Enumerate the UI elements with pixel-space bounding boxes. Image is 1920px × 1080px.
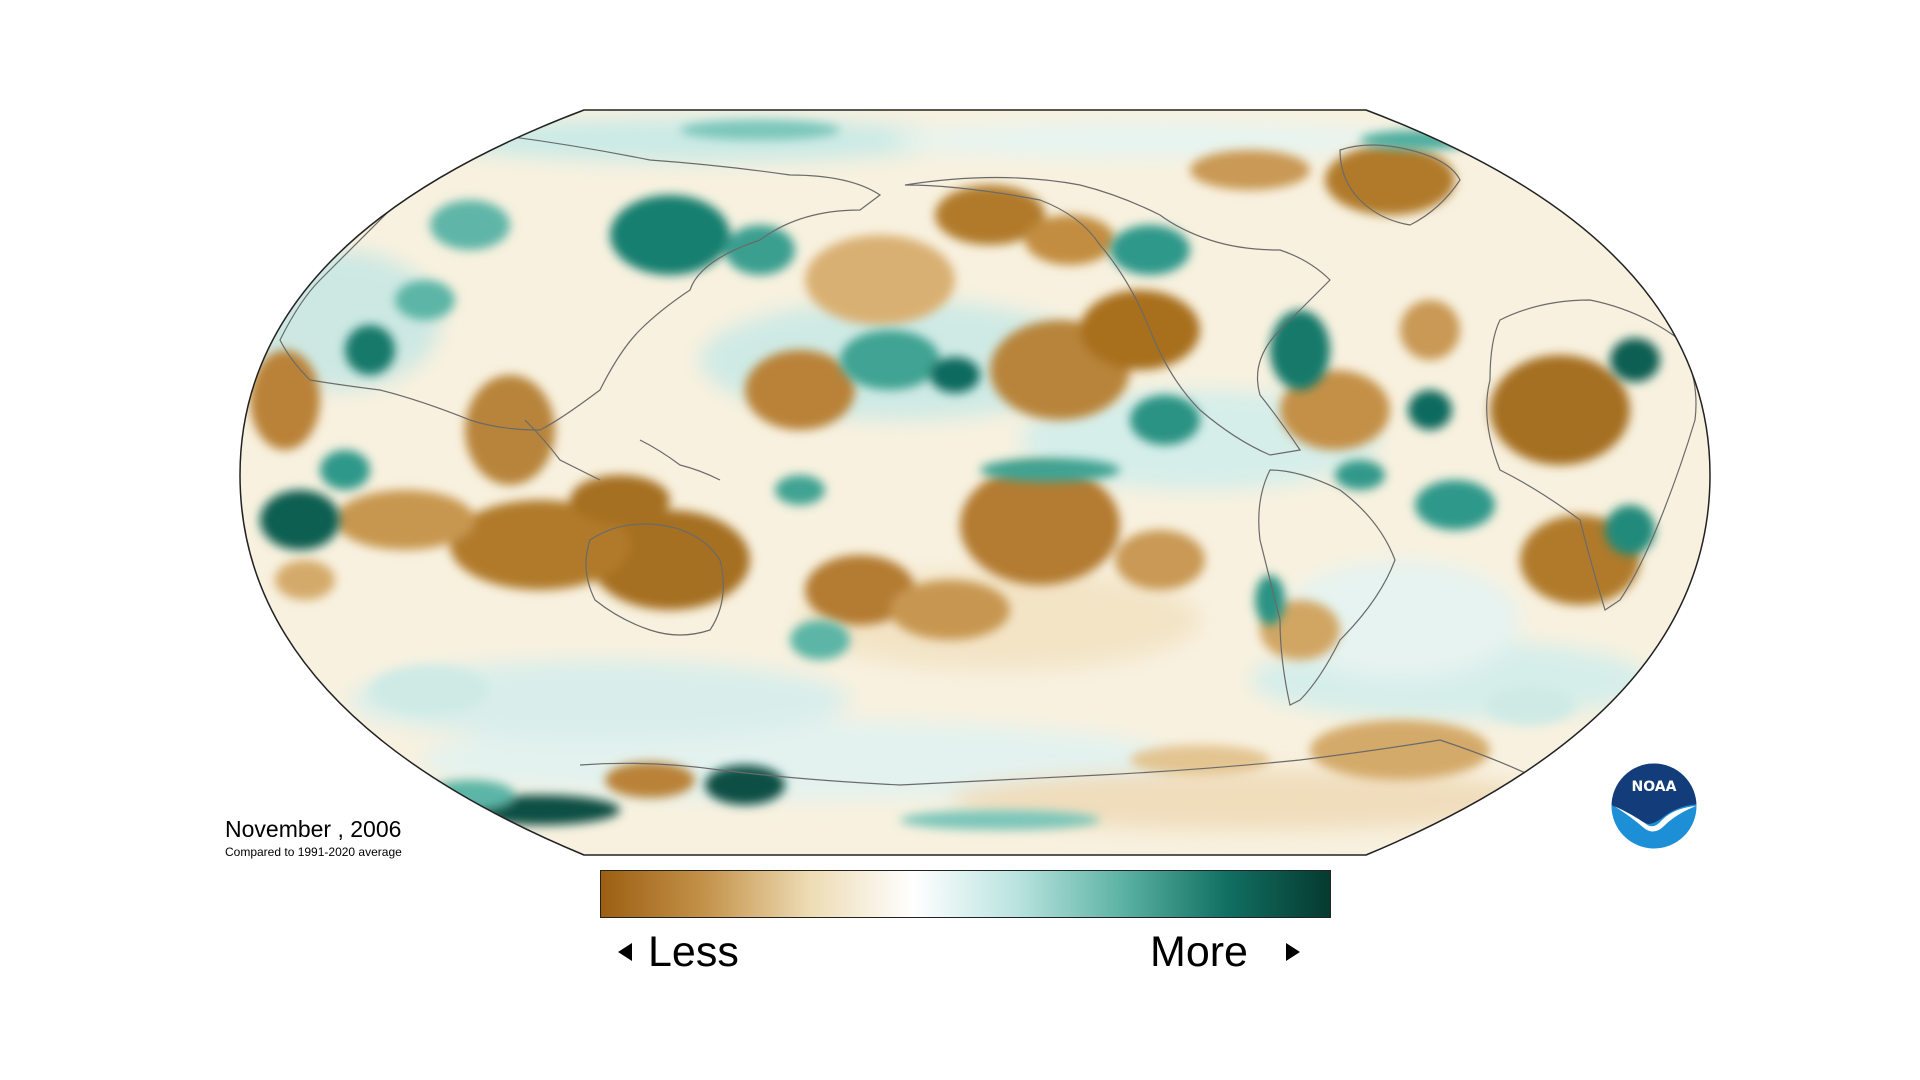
continent-outlines [279,129,1697,786]
left-arrow-icon [618,943,632,961]
legend-more: More [1150,926,1300,978]
right-arrow-icon [1285,943,1300,961]
anomaly-field [240,110,1710,855]
noaa-logo-icon: NOAA [1610,762,1698,850]
noaa-logo-text: NOAA [1632,779,1677,795]
legend-less-label: Less [648,927,739,976]
legend-less: Less [618,926,739,978]
legend-colorbar [600,870,1331,918]
period-title: November , 2006 [225,816,402,842]
globe-frame [239,109,1711,856]
noaa-logo: NOAA [1610,762,1698,850]
baseline-subtitle: Compared to 1991-2020 average [225,845,402,859]
anomaly-less-patches [250,145,1640,798]
anomaly-more-patches [260,120,1660,830]
legend-more-label: More [1150,927,1248,976]
